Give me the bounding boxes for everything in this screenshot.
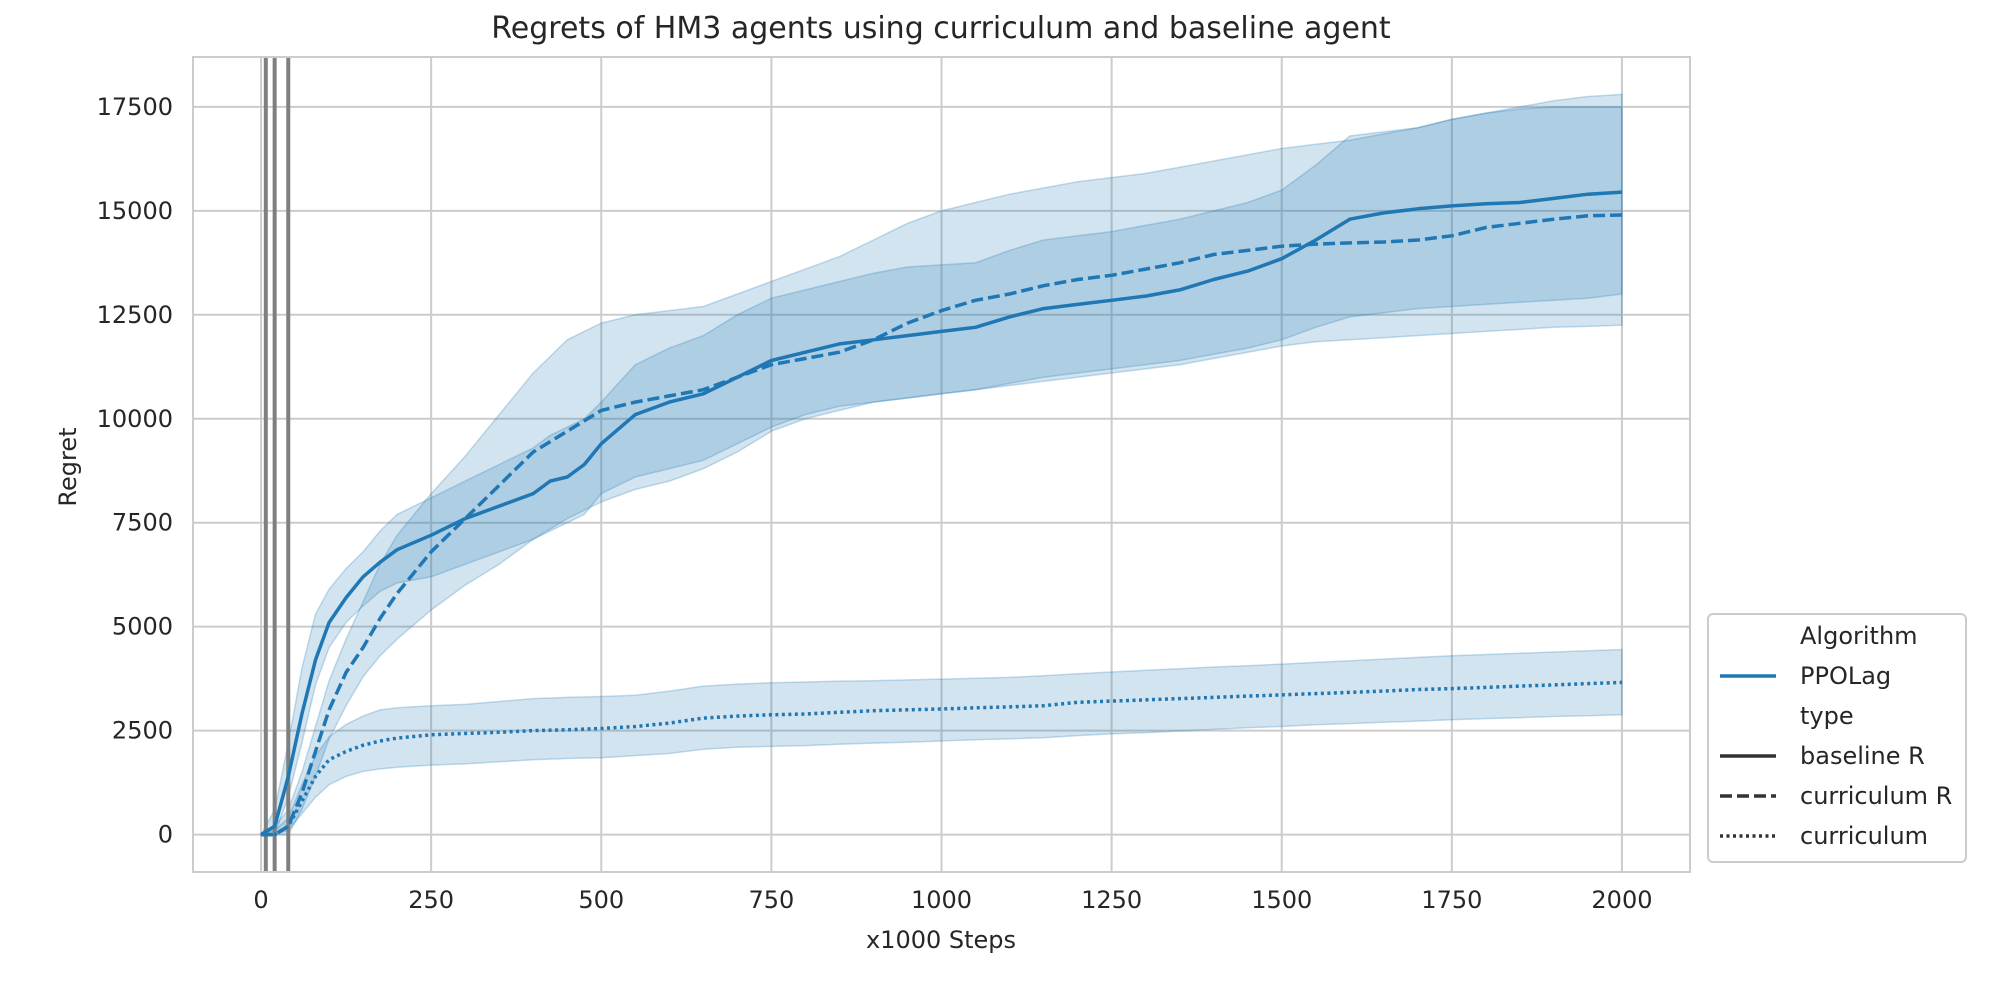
x-tick-label: 500: [578, 886, 624, 914]
legend-entry: baseline R: [1800, 742, 1925, 770]
legend-entry: curriculum R: [1800, 782, 1952, 810]
x-tick-labels: 0 250 500 750 1000 1250 1500 1750 2000: [253, 886, 1652, 914]
legend-entry: curriculum: [1800, 822, 1928, 850]
baseline-r-line: [260, 190, 1623, 837]
confidence-bands: [258, 93, 1623, 836]
curriculum-r-line: [261, 213, 1623, 837]
y-tick-label: 2500: [112, 717, 173, 745]
y-tick-label: 10000: [97, 405, 173, 433]
x-tick-label: 0: [253, 886, 268, 914]
y-tick-label: 7500: [112, 509, 173, 537]
y-tick-label: 5000: [112, 613, 173, 641]
x-tick-label: 1250: [1081, 886, 1142, 914]
x-tick-label: 750: [748, 886, 794, 914]
y-tick-label: 17500: [97, 93, 173, 121]
legend-entry: Algorithm: [1800, 622, 1918, 650]
vertical-markers: [263, 57, 291, 872]
y-axis-label: Regret: [54, 427, 82, 506]
baseline-r-band: [259, 106, 1623, 836]
x-tick-label: 250: [408, 886, 454, 914]
x-tick-label: 1000: [911, 886, 972, 914]
x-axis-label: x1000 Steps: [866, 926, 1016, 954]
curriculum-band: [260, 648, 1623, 836]
x-tick-label: 2000: [1591, 886, 1652, 914]
legend-entry: PPOLag: [1800, 662, 1891, 690]
y-tick-label: 12500: [97, 301, 173, 329]
legend-entry: type: [1800, 702, 1854, 730]
grid: [193, 57, 1690, 872]
x-tick-label: 1500: [1251, 886, 1312, 914]
y-tick-label: 0: [158, 821, 173, 849]
plot-frame: [192, 56, 1691, 873]
y-tick-label: 15000: [97, 197, 173, 225]
curriculum-r-band: [258, 93, 1623, 836]
y-tick-labels: 0 2500 5000 7500 10000 12500 15000 17500: [97, 93, 173, 849]
curriculum-line: [261, 680, 1623, 837]
legend: Algorithm PPOLag type baseline R curriculum …: [1707, 613, 1967, 863]
chart-title: Regrets of HM3 agents using curriculum a…: [491, 11, 1391, 46]
x-tick-label: 1750: [1421, 886, 1482, 914]
series-lines: [260, 190, 1623, 837]
